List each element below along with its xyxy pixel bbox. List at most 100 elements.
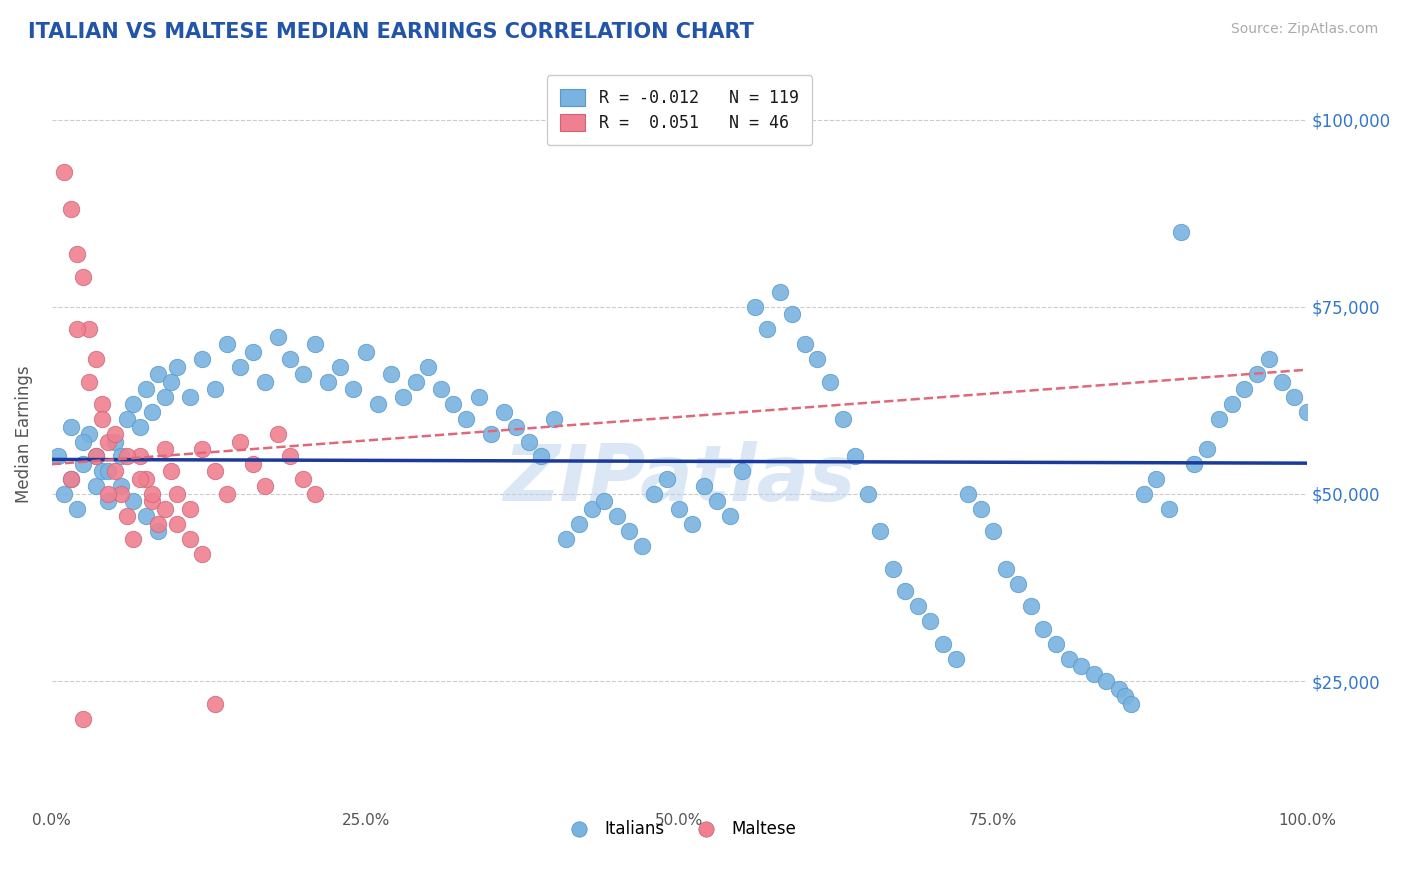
- Point: [128, 472, 150, 486]
- Point: [242, 457, 264, 471]
- Point: [254, 479, 277, 493]
- Point: [115, 509, 138, 524]
- Point: [945, 651, 967, 665]
- Point: [681, 516, 703, 531]
- Point: [467, 390, 489, 404]
- Point: [1032, 622, 1054, 636]
- Point: [606, 509, 628, 524]
- Point: [59, 472, 82, 486]
- Point: [179, 532, 201, 546]
- Point: [1157, 502, 1180, 516]
- Point: [1246, 367, 1268, 381]
- Point: [479, 427, 502, 442]
- Point: [392, 390, 415, 404]
- Point: [1195, 442, 1218, 456]
- Point: [882, 562, 904, 576]
- Point: [204, 697, 226, 711]
- Point: [1271, 375, 1294, 389]
- Point: [97, 434, 120, 449]
- Point: [831, 412, 853, 426]
- Point: [254, 375, 277, 389]
- Point: [242, 344, 264, 359]
- Point: [166, 516, 188, 531]
- Point: [405, 375, 427, 389]
- Text: ITALIAN VS MALTESE MEDIAN EARNINGS CORRELATION CHART: ITALIAN VS MALTESE MEDIAN EARNINGS CORRE…: [28, 22, 754, 42]
- Point: [342, 382, 364, 396]
- Point: [1007, 576, 1029, 591]
- Legend: Italians, Maltese: Italians, Maltese: [555, 814, 803, 845]
- Point: [920, 614, 942, 628]
- Point: [806, 352, 828, 367]
- Point: [59, 472, 82, 486]
- Point: [706, 494, 728, 508]
- Point: [718, 509, 741, 524]
- Point: [693, 479, 716, 493]
- Y-axis label: Median Earnings: Median Earnings: [15, 365, 32, 503]
- Point: [135, 382, 157, 396]
- Point: [128, 419, 150, 434]
- Point: [304, 487, 326, 501]
- Point: [110, 487, 132, 501]
- Point: [844, 450, 866, 464]
- Point: [267, 329, 290, 343]
- Point: [84, 450, 107, 464]
- Point: [1057, 651, 1080, 665]
- Point: [593, 494, 616, 508]
- Point: [430, 382, 453, 396]
- Point: [454, 412, 477, 426]
- Point: [115, 412, 138, 426]
- Point: [380, 367, 402, 381]
- Point: [59, 419, 82, 434]
- Point: [555, 532, 578, 546]
- Point: [543, 412, 565, 426]
- Point: [59, 202, 82, 217]
- Point: [103, 434, 125, 449]
- Point: [72, 457, 94, 471]
- Point: [278, 450, 301, 464]
- Point: [1284, 390, 1306, 404]
- Point: [581, 502, 603, 516]
- Point: [1208, 412, 1230, 426]
- Point: [441, 397, 464, 411]
- Point: [643, 487, 665, 501]
- Point: [1144, 472, 1167, 486]
- Point: [793, 337, 815, 351]
- Point: [1133, 487, 1156, 501]
- Point: [79, 322, 101, 336]
- Point: [517, 434, 540, 449]
- Point: [66, 502, 89, 516]
- Point: [110, 450, 132, 464]
- Point: [1233, 382, 1256, 396]
- Point: [981, 524, 1004, 539]
- Point: [316, 375, 339, 389]
- Point: [291, 472, 314, 486]
- Point: [204, 465, 226, 479]
- Point: [907, 599, 929, 614]
- Point: [1045, 637, 1067, 651]
- Point: [141, 494, 163, 508]
- Point: [217, 337, 239, 351]
- Point: [204, 382, 226, 396]
- Point: [141, 404, 163, 418]
- Point: [354, 344, 377, 359]
- Point: [1108, 681, 1130, 696]
- Point: [367, 397, 389, 411]
- Point: [191, 352, 214, 367]
- Point: [122, 494, 145, 508]
- Point: [782, 307, 804, 321]
- Point: [744, 300, 766, 314]
- Point: [418, 359, 440, 374]
- Point: [217, 487, 239, 501]
- Point: [72, 434, 94, 449]
- Point: [1258, 352, 1281, 367]
- Point: [97, 487, 120, 501]
- Point: [1019, 599, 1042, 614]
- Point: [1220, 397, 1243, 411]
- Point: [617, 524, 640, 539]
- Point: [267, 427, 290, 442]
- Point: [53, 165, 76, 179]
- Point: [148, 524, 170, 539]
- Point: [84, 479, 107, 493]
- Point: [229, 359, 252, 374]
- Point: [818, 375, 841, 389]
